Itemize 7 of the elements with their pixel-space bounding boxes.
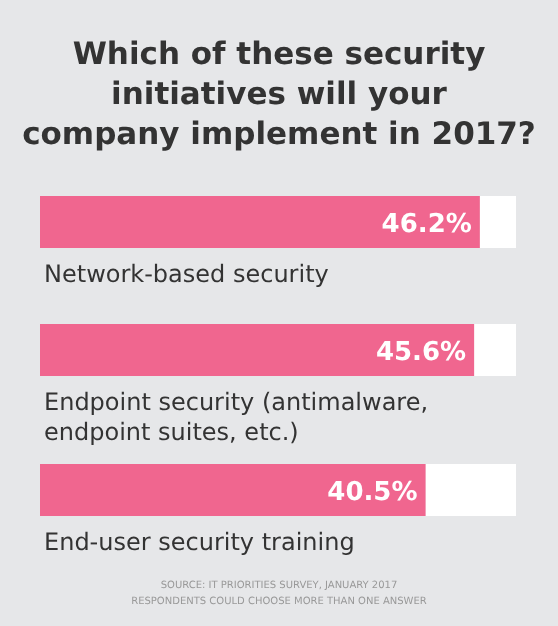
y-tick-label: End-user security training	[44, 528, 355, 556]
data-label: 46.2%	[381, 210, 472, 240]
y-tick-label: Network-based security	[44, 260, 329, 288]
y-tick-label: Endpoint security (antimalware, endpoint suites, etc.)	[44, 388, 429, 446]
chart-title: Which of these security initiatives will your company implement in 2017?	[22, 36, 536, 152]
data-label: 40.5%	[327, 478, 418, 508]
data-label: 45.6%	[375, 338, 467, 368]
